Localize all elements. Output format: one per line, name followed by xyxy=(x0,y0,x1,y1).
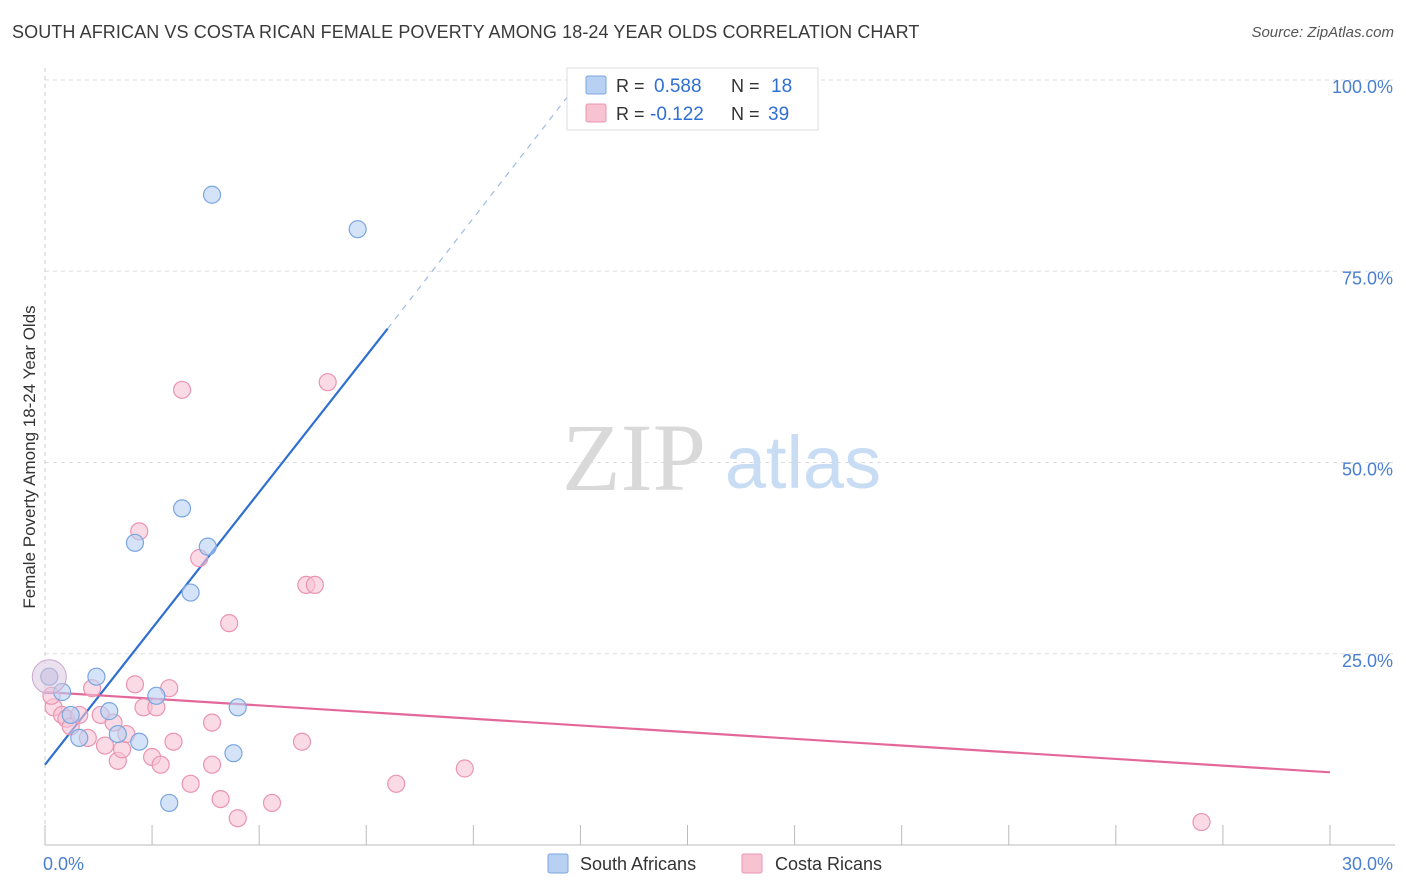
point-south-africans xyxy=(202,185,222,204)
point-costa-ricans xyxy=(125,675,145,694)
point-costa-ricans xyxy=(292,732,312,751)
point-costa-ricans xyxy=(202,713,222,732)
point-costa-ricans xyxy=(1192,812,1211,832)
point-south-africans xyxy=(198,537,217,556)
chart-title: SOUTH AFRICAN VS COSTA RICAN FEMALE POVE… xyxy=(12,22,920,42)
point-south-africans xyxy=(147,686,166,705)
point-south-africans xyxy=(108,724,127,744)
legend-n-value-2: 39 xyxy=(768,104,789,125)
y-tick-label: 75.0% xyxy=(1342,268,1393,288)
point-costa-ricans xyxy=(305,575,324,595)
point-south-africans xyxy=(224,744,243,763)
point-costa-ricans xyxy=(318,373,337,392)
legend-stats-box xyxy=(566,67,819,131)
data-points xyxy=(31,185,1211,832)
point-costa-ricans xyxy=(164,732,183,751)
trend-extension-south-africans xyxy=(387,79,581,329)
legend-swatch-blue xyxy=(585,75,607,95)
x-tick-label: 0.0% xyxy=(43,854,84,874)
point-south-africans xyxy=(172,499,192,518)
legend-label-costa-ricans: Costa Ricans xyxy=(775,854,882,874)
y-tick-label: 100.0% xyxy=(1332,77,1393,97)
point-south-africans xyxy=(100,702,119,721)
y-tick-label: 50.0% xyxy=(1342,460,1393,480)
point-cluster xyxy=(31,659,67,695)
watermark-zip: ZIP xyxy=(562,404,706,511)
point-south-africans xyxy=(348,220,367,239)
point-costa-ricans xyxy=(172,380,192,399)
point-south-africans xyxy=(130,732,149,751)
legend-swatch-pink xyxy=(585,103,607,123)
point-south-africans xyxy=(125,533,145,552)
grid-lines xyxy=(45,79,1395,655)
point-costa-ricans xyxy=(220,614,239,633)
axes xyxy=(44,68,1395,846)
legend-r-label-1: R = xyxy=(616,76,645,96)
point-costa-ricans xyxy=(228,809,247,828)
chart-source: Source: ZipAtlas.com xyxy=(1251,24,1394,41)
point-south-africans xyxy=(61,705,80,725)
point-costa-ricans xyxy=(112,740,132,759)
point-south-africans xyxy=(70,728,89,748)
x-tick-labels: 0.0% 30.0% xyxy=(43,854,1393,874)
legend-series: South Africans Costa Ricans xyxy=(547,853,882,874)
point-costa-ricans xyxy=(95,736,115,755)
legend-swatch-south-africans xyxy=(547,853,569,874)
watermark-atlas: atlas xyxy=(725,421,881,504)
point-costa-ricans xyxy=(455,759,474,778)
legend-stats: R = 0.588 N = 18 R = -0.122 N = 39 xyxy=(566,67,819,131)
x-tick-label: 30.0% xyxy=(1342,854,1393,874)
legend-r-label-2: R = xyxy=(616,104,645,124)
point-costa-ricans xyxy=(202,755,222,774)
watermark: ZIP atlas xyxy=(562,404,881,511)
point-south-africans xyxy=(181,583,200,602)
legend-label-south-africans: South Africans xyxy=(580,854,696,874)
legend-r-value-2: -0.122 xyxy=(650,104,704,125)
point-south-africans xyxy=(160,793,179,813)
y-tick-labels: 100.0% 75.0% 50.0% 25.0% xyxy=(1332,77,1393,671)
trend-line-costa-ricans xyxy=(44,690,1331,774)
legend-n-label-1: N = xyxy=(731,76,760,96)
point-costa-ricans xyxy=(151,755,170,774)
point-south-africans xyxy=(228,698,247,717)
point-costa-ricans xyxy=(387,774,406,793)
legend-r-value-1: 0.588 xyxy=(654,76,702,97)
legend-n-value-1: 18 xyxy=(771,76,792,97)
legend-n-label-2: N = xyxy=(731,104,760,124)
point-costa-ricans xyxy=(181,774,200,793)
y-tick-label: 25.0% xyxy=(1342,651,1393,671)
point-costa-ricans xyxy=(211,789,230,809)
point-south-africans xyxy=(87,667,106,686)
point-costa-ricans xyxy=(262,793,282,813)
legend-swatch-costa-ricans xyxy=(741,853,763,874)
